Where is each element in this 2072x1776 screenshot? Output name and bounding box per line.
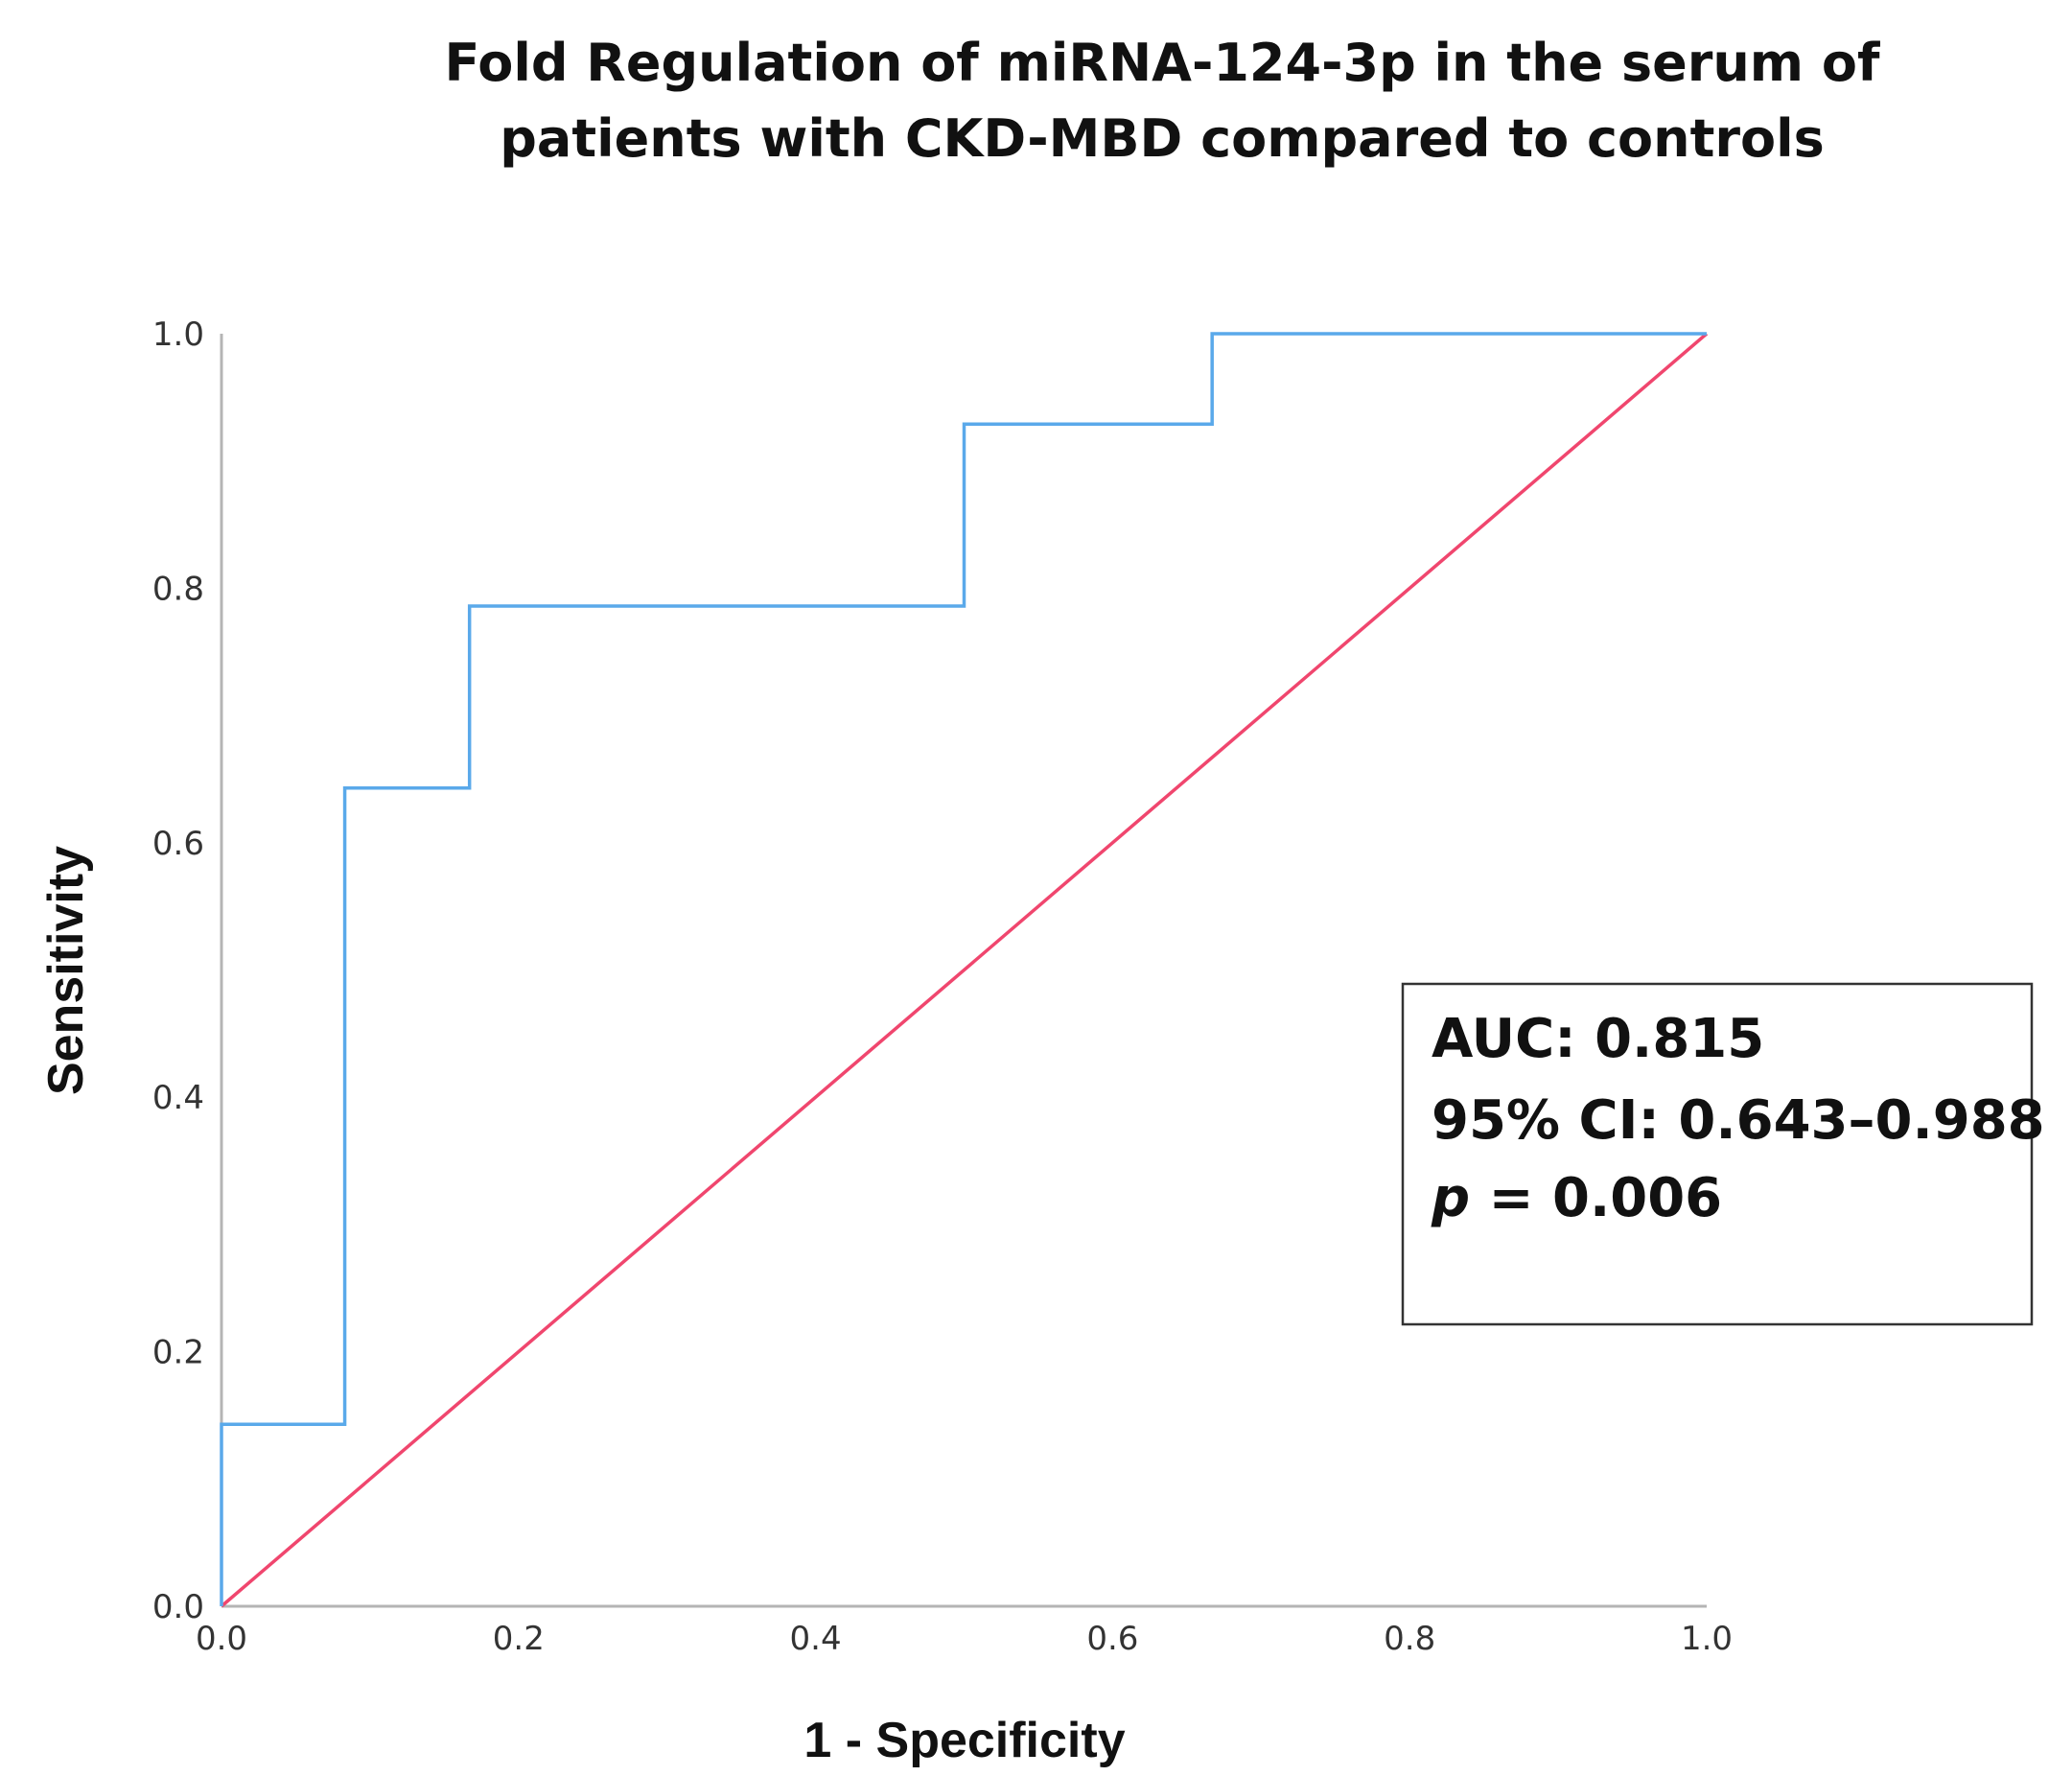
x-tick-label: 0.6 [1086,1620,1138,1658]
series-layer [220,332,1709,1608]
chart-title-line-2: patients with CKD-MBD compared to contro… [500,108,1825,169]
x-tick-label: 0.4 [790,1620,842,1658]
p-symbol: p [1431,1167,1470,1229]
x-tick-label: 0.8 [1384,1620,1435,1658]
y-tick-label: 0.0 [152,1588,204,1626]
x-tick-label: 1.0 [1681,1620,1733,1658]
reference-diagonal-line [220,332,1709,1608]
stats-box [1401,982,2034,1326]
y-axis-label: Sensitivity [38,846,94,1095]
auc-text: AUC: 0.815 [1432,1008,1764,1070]
ci-text: 95% CI: 0.643–0.988 [1432,1089,2045,1152]
roc-curve-line [220,332,1707,1606]
x-tick-label: 0.2 [493,1620,545,1658]
y-tick-label: 0.6 [152,825,204,863]
y-axis-ticks: 0.0 0.2 0.4 0.6 0.8 1.0 [152,315,204,1626]
y-tick-label: 0.4 [152,1079,204,1117]
y-tick-label: 0.2 [152,1334,204,1372]
y-tick-label: 0.8 [152,570,204,608]
y-tick-label: 1.0 [152,315,204,354]
chart-title-line-1: Fold Regulation of miRNA-124-3p in the s… [445,33,1880,93]
x-axis-label: 1 - Specificity [803,1713,1125,1768]
p-value-text: p = 0.006 [1431,1167,1722,1229]
p-value: = 0.006 [1470,1167,1722,1229]
x-axis-ticks: 0.0 0.2 0.4 0.6 0.8 1.0 [196,1620,1733,1658]
x-tick-label: 0.0 [196,1620,247,1658]
